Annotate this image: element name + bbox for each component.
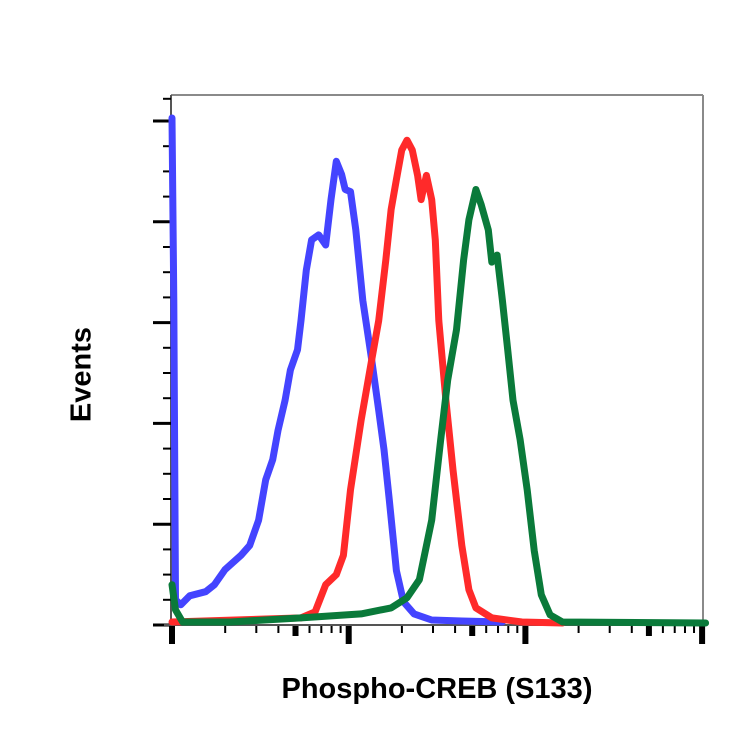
x-minor-tick (683, 626, 686, 633)
x-minor-tick (292, 626, 299, 636)
y-axis-title: Events (65, 326, 98, 423)
x-minor-tick (255, 626, 258, 633)
x-minor-tick (454, 626, 457, 633)
x-major-tick (699, 626, 706, 644)
x-minor-tick (661, 626, 664, 633)
x-major-tick (345, 626, 352, 644)
x-minor-tick (645, 626, 652, 636)
x-minor-tick (485, 626, 488, 633)
x-minor-tick (507, 626, 510, 633)
x-minor-tick (608, 626, 611, 633)
x-minor-tick (224, 626, 227, 633)
x-minor-tick (497, 626, 500, 633)
x-minor-tick (673, 626, 676, 633)
x-major-tick (522, 626, 529, 644)
x-minor-tick (432, 626, 435, 633)
x-minor-tick (339, 626, 342, 633)
x-minor-tick (400, 626, 403, 633)
x-axis (164, 624, 706, 644)
series-layer (168, 114, 710, 627)
x-minor-tick (320, 626, 323, 633)
x-minor-tick (330, 626, 333, 633)
x-minor-tick (630, 626, 633, 633)
x-minor-tick (308, 626, 311, 633)
histogram-series-1 (168, 114, 506, 626)
x-minor-tick (277, 626, 280, 633)
x-minor-tick (469, 626, 476, 636)
x-minor-tick (516, 626, 519, 633)
histogram-series-3 (168, 186, 710, 627)
x-minor-tick (693, 626, 696, 633)
histogram-series-2 (168, 136, 566, 627)
x-major-tick (169, 626, 175, 644)
x-axis-title: Phospho-CREB (S133) (281, 673, 593, 705)
x-minor-tick (577, 626, 580, 633)
plot-frame (171, 94, 704, 625)
y-axis (153, 95, 172, 627)
